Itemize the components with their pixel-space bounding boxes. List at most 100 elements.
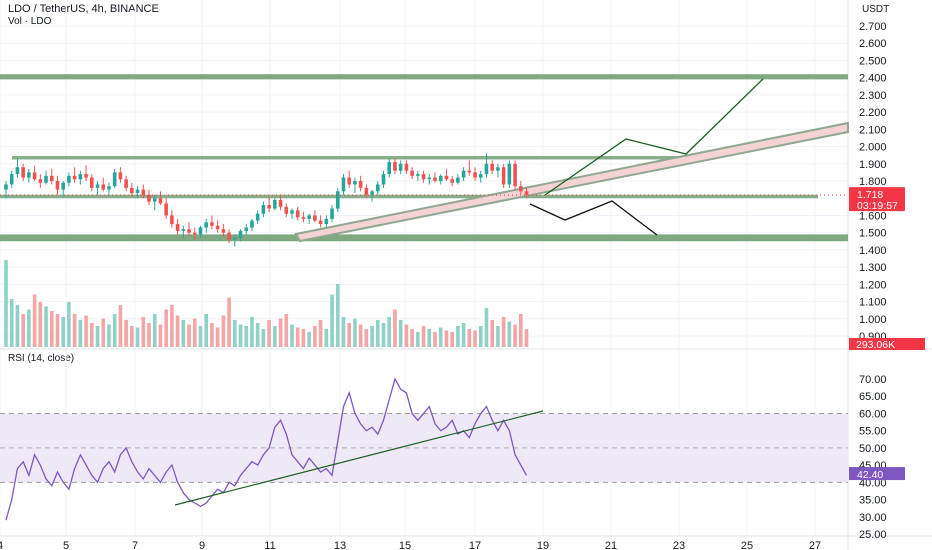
volume-bar xyxy=(72,314,77,347)
rsi-pane xyxy=(0,377,848,521)
candle-body xyxy=(55,181,60,190)
candle-body xyxy=(307,215,311,219)
price-tick-label: 2.200 xyxy=(859,107,887,119)
bearish-projection-path xyxy=(529,200,658,236)
price-tick-label: 2.700 xyxy=(859,21,887,33)
volume-bar xyxy=(187,324,191,347)
volume-bar xyxy=(221,315,226,347)
support-zone-low xyxy=(0,234,848,242)
volume-badge xyxy=(849,338,925,350)
candle-body xyxy=(90,177,94,188)
volume-bar xyxy=(181,320,186,347)
price-tick-label: 2.500 xyxy=(859,55,887,67)
candle-body xyxy=(67,175,71,183)
rsi-value-badge xyxy=(849,467,905,481)
candle-body xyxy=(347,177,351,185)
volume-bar xyxy=(21,314,25,347)
volume-bar xyxy=(4,260,8,347)
candle-body xyxy=(398,163,403,171)
volume-bar xyxy=(49,311,54,347)
volume-badge-text: 293.06K xyxy=(856,339,895,351)
candle-body xyxy=(27,172,31,178)
candle-body xyxy=(427,177,432,180)
candle-body xyxy=(301,217,306,219)
resistance-zone-top xyxy=(0,74,848,80)
rsi-value-text: 42.40 xyxy=(857,469,883,481)
rsi-tick-label: 65.00 xyxy=(859,391,887,403)
volume-bar xyxy=(118,305,123,347)
candle-body xyxy=(507,163,512,185)
candle-body xyxy=(421,174,426,180)
candle-body xyxy=(164,203,168,216)
candle-body xyxy=(255,213,260,221)
candle-body xyxy=(433,177,437,181)
volume-bar xyxy=(250,317,254,347)
candle-body xyxy=(141,189,146,195)
candle-body xyxy=(158,198,163,204)
price-tick-label: 2.600 xyxy=(859,38,887,50)
rsi-tick-label: 35.00 xyxy=(859,495,887,507)
volume-bar xyxy=(467,329,472,347)
volume-legend: Vol · LDO xyxy=(8,16,52,27)
volume-bar xyxy=(496,326,500,347)
candle-body xyxy=(44,175,48,183)
time-tick-label: 13 xyxy=(334,540,346,550)
volume-bar xyxy=(130,326,134,347)
symbol-title: LDO / TetherUS, 4h, BINANCE xyxy=(8,3,159,15)
candle-body xyxy=(210,222,214,226)
candle-body xyxy=(416,174,420,176)
bullish-projection-path xyxy=(544,78,764,196)
volume-bar xyxy=(147,323,151,347)
candle-body xyxy=(496,167,500,171)
candle-body xyxy=(95,184,100,188)
candle-body xyxy=(233,237,237,240)
volume-bar xyxy=(9,299,14,347)
volume-bar xyxy=(513,324,517,347)
time-tick-label: 9 xyxy=(199,540,205,550)
candle-body xyxy=(215,225,220,230)
candle-body xyxy=(461,170,466,178)
rsi-tick-label: 55.00 xyxy=(859,426,887,438)
candle-body xyxy=(170,215,174,225)
time-tick-label: 4 xyxy=(0,540,3,550)
last-price-badge xyxy=(849,187,905,212)
volume-bar xyxy=(456,326,460,347)
rsi-tick-label: 70.00 xyxy=(859,374,887,386)
volume-bar xyxy=(410,329,414,347)
volume-bar xyxy=(135,327,140,347)
candle-body xyxy=(501,167,506,185)
candle-body xyxy=(467,170,472,173)
volume-bar xyxy=(393,309,397,347)
volume-bar xyxy=(478,326,483,347)
candle-body xyxy=(84,174,88,178)
volume-bar xyxy=(101,318,106,347)
rsi-tick-label: 60.00 xyxy=(859,408,887,420)
volume-bars xyxy=(4,260,529,347)
countdown-text: 03:19:57 xyxy=(857,200,898,212)
candle-body xyxy=(221,229,226,233)
candle-body xyxy=(130,187,134,194)
volume-bar xyxy=(164,309,168,347)
volume-bar xyxy=(112,314,117,347)
volume-bar xyxy=(278,318,283,347)
rsi-trendline xyxy=(174,410,544,506)
candle-body xyxy=(524,191,529,195)
candle-body xyxy=(490,163,494,171)
candle-body xyxy=(278,199,283,207)
candle-body xyxy=(513,163,517,187)
candle-body xyxy=(198,227,203,235)
volume-bar xyxy=(330,294,334,347)
price-tick-label: 1.500 xyxy=(859,228,887,240)
candle-body xyxy=(444,175,449,180)
candle-body xyxy=(450,179,454,183)
volume-bar xyxy=(84,315,88,347)
candle-body xyxy=(118,172,123,180)
candle-body xyxy=(393,162,397,171)
candle-body xyxy=(330,208,334,219)
volume-bar xyxy=(307,332,311,347)
price-tick-label: 1.100 xyxy=(859,297,887,309)
candle-body xyxy=(32,172,37,180)
candle-body xyxy=(313,215,317,221)
